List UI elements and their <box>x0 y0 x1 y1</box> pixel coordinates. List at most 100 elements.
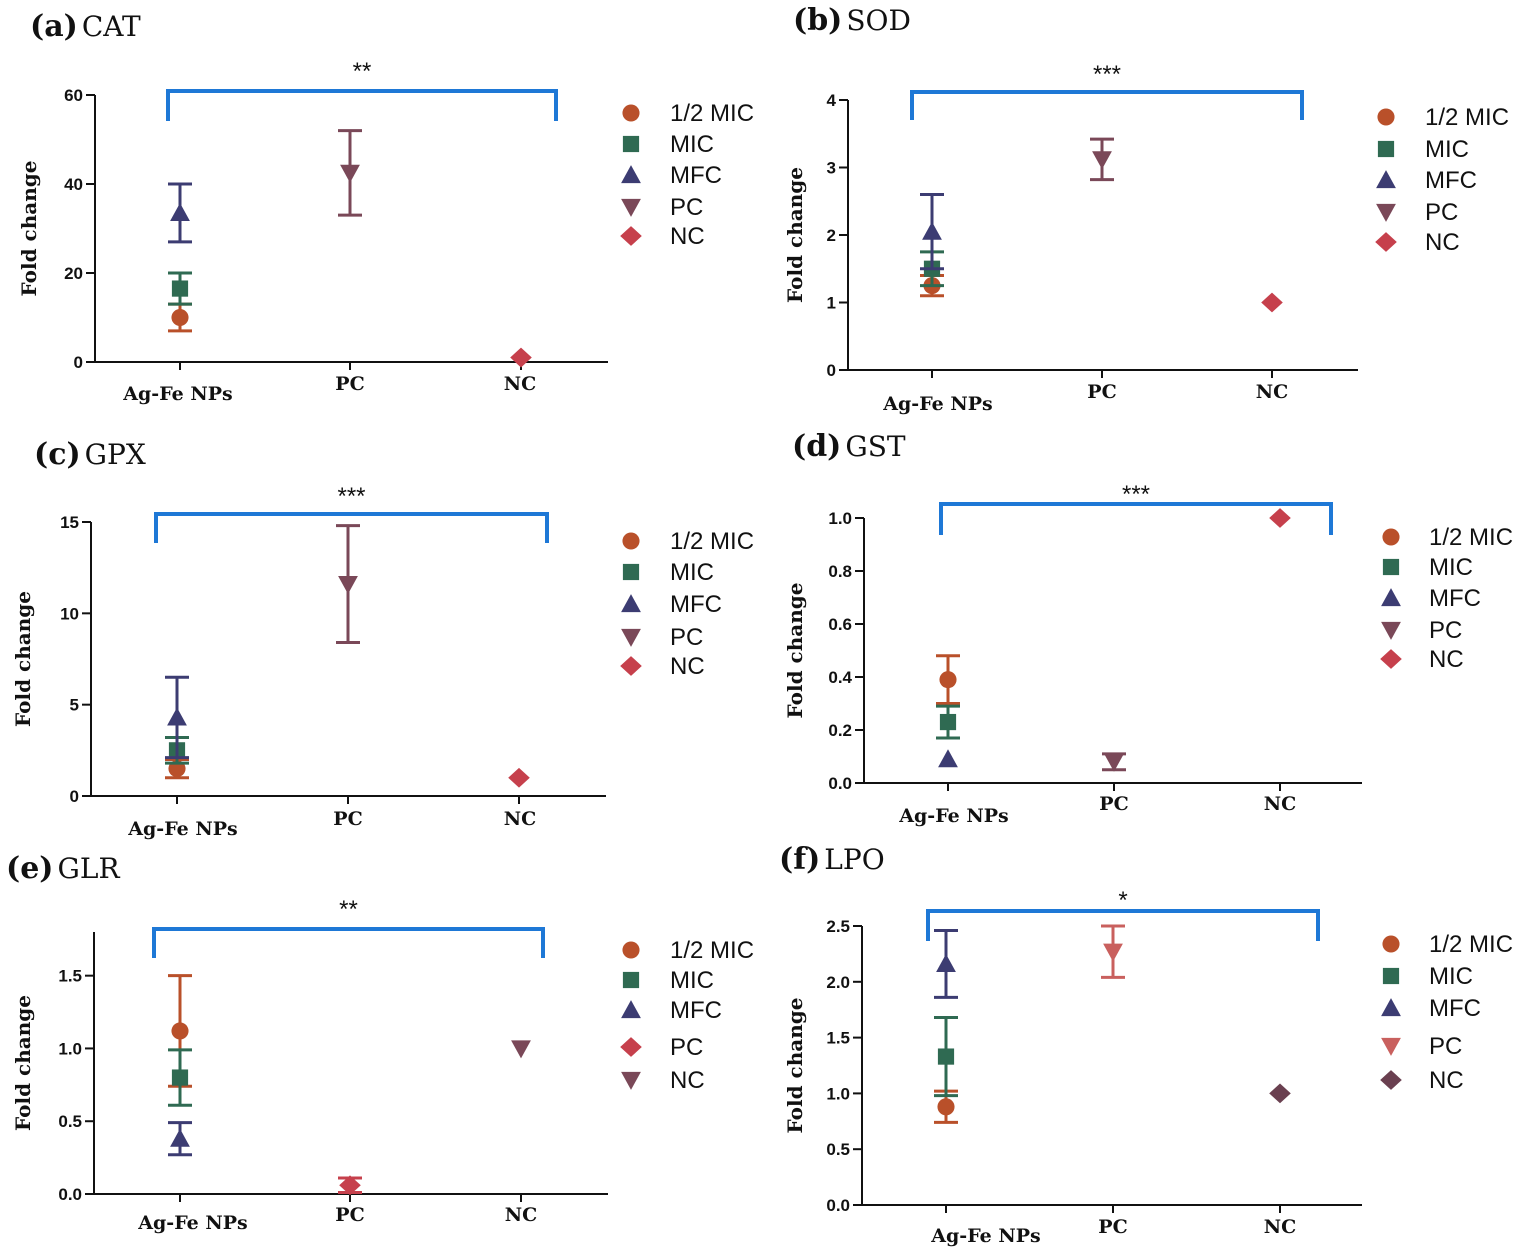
legend-label: NC <box>670 1067 705 1094</box>
significance-stars: *** <box>1093 61 1121 88</box>
legend-label: 1/2 MIC <box>1429 524 1513 551</box>
legend-marker <box>1381 998 1401 1017</box>
legend-marker <box>1377 140 1395 158</box>
y-tick-label: 1.0 <box>58 1039 82 1058</box>
legend-label: MFC <box>670 591 722 618</box>
legend-marker <box>1381 588 1401 607</box>
data-point-nc <box>511 1040 531 1059</box>
legend-marker <box>621 594 641 613</box>
panel-sod: (b) SOD 0 1 2 3 4 Ag-Fe NPs PC NC Fold change *** 1/… <box>783 3 1509 415</box>
legend-marker <box>622 941 640 959</box>
legend-marker <box>622 971 640 989</box>
significance-bracket <box>926 909 1320 941</box>
y-tick-label: 1.5 <box>826 1029 850 1048</box>
x-category-label: NC <box>1264 1216 1297 1238</box>
x-category-label: PC <box>1087 381 1116 403</box>
y-tick-label: 40 <box>64 175 83 194</box>
data-point-nc <box>1261 292 1283 313</box>
y-axis-label: Fold change <box>783 583 807 719</box>
x-category-label: PC <box>1098 1216 1127 1238</box>
legend-label: 1/2 MIC <box>670 100 754 127</box>
panel-lpo: (f) LPO 0.0 0.5 1.0 1.5 2.0 2.5 Ag-Fe NPs PC NC Fol… <box>779 842 1513 1247</box>
data-point-pc <box>338 576 358 595</box>
data-point-nc <box>1269 1083 1291 1104</box>
x-category-label: PC <box>1099 793 1128 815</box>
panel-letter: (e) <box>6 851 53 886</box>
legend-marker <box>1380 1070 1402 1090</box>
panel-letter: (d) <box>792 429 841 464</box>
panel-name: CAT <box>82 10 141 43</box>
legend-label: PC <box>670 194 703 221</box>
legend-label: MIC <box>670 559 714 586</box>
significance-bracket <box>910 90 1304 120</box>
legend-label: MFC <box>1429 585 1481 612</box>
panel-name: GPX <box>85 438 146 471</box>
x-category-label: PC <box>333 808 362 830</box>
data-point-1-2-mic <box>171 308 189 327</box>
legend-label: NC <box>670 653 705 680</box>
legend-marker <box>1376 203 1396 222</box>
panel-title: (b) SOD <box>793 3 911 38</box>
legend-marker <box>621 1000 641 1019</box>
y-tick-label: 15 <box>60 513 79 532</box>
legend-marker <box>621 628 641 647</box>
legend-marker <box>1381 1037 1401 1056</box>
data-point-mfc <box>170 1128 190 1147</box>
x-category-label: Ag-Fe NPs <box>930 1225 1040 1247</box>
legend-label: PC <box>670 624 703 651</box>
significance-stars: * <box>1118 887 1127 914</box>
significance-bracket <box>166 89 558 121</box>
panel-name: GLR <box>57 852 120 885</box>
data-point-nc <box>508 767 530 788</box>
panel-name: LPO <box>824 843 884 876</box>
x-category-label: Ag-Fe NPs <box>122 383 232 405</box>
data-point-pc <box>1103 943 1123 962</box>
legend-marker <box>620 226 642 246</box>
legend-label: MFC <box>1425 167 1477 194</box>
data-point-nc <box>1269 508 1291 528</box>
y-tick-label: 0.0 <box>828 774 852 793</box>
legend-marker <box>1381 621 1401 640</box>
y-tick-label: 0 <box>70 787 79 806</box>
data-point-1-2-mic <box>171 1022 189 1040</box>
panel-title: (d) GST <box>792 429 906 464</box>
data-point-mic <box>171 280 189 297</box>
data-point-pc <box>1104 753 1124 772</box>
x-category-label: NC <box>1256 381 1289 403</box>
significance-stars: *** <box>337 483 365 510</box>
y-tick-label: 1.5 <box>58 967 82 986</box>
x-category-label: PC <box>335 1204 364 1226</box>
legend-label: NC <box>1425 229 1460 256</box>
legend-label: MIC <box>1425 136 1469 163</box>
legend-label: MIC <box>670 967 714 994</box>
x-category-label: Ag-Fe NPs <box>137 1212 247 1234</box>
y-axis-label: Fold change <box>783 167 807 303</box>
x-category-label: Ag-Fe NPs <box>882 393 992 415</box>
legend-label: NC <box>1429 1067 1464 1094</box>
y-tick-label: 1.0 <box>826 1084 850 1103</box>
y-tick-label: 0.0 <box>58 1185 82 1204</box>
legend-label: PC <box>1425 199 1458 226</box>
legend-label: PC <box>670 1034 703 1061</box>
x-category-label: Ag-Fe NPs <box>127 818 237 840</box>
significance-bracket <box>154 512 549 543</box>
data-point-mfc <box>170 203 190 222</box>
x-category-label: NC <box>504 373 537 395</box>
data-point-mic <box>171 1069 189 1086</box>
legend-marker <box>621 198 641 217</box>
legend-marker <box>621 1071 641 1090</box>
legend-label: MFC <box>670 162 722 189</box>
legend-marker <box>622 104 640 122</box>
legend-label: 1/2 MIC <box>670 937 754 964</box>
y-tick-label: 2 <box>827 226 836 245</box>
legend-marker <box>1382 558 1400 576</box>
data-point-1-2-mic <box>939 671 957 689</box>
data-point-mic <box>937 1048 955 1065</box>
y-tick-label: 10 <box>60 604 79 623</box>
